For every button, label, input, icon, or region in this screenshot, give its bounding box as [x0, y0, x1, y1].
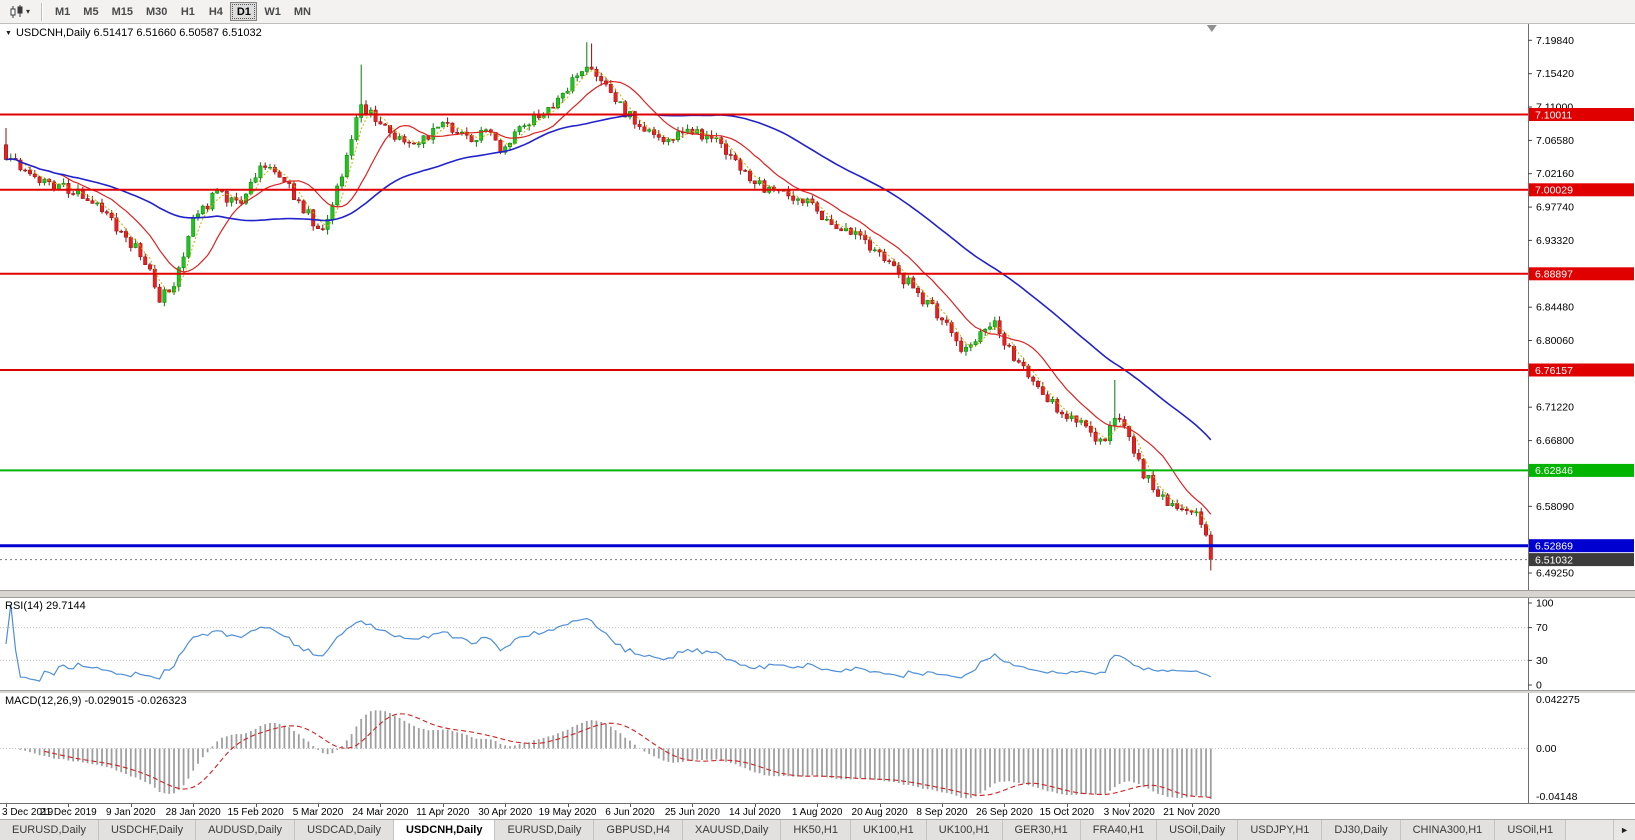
svg-text:6.97740: 6.97740 — [1536, 202, 1574, 214]
date-label: 11 Apr 2020 — [416, 807, 470, 818]
date-label: 15 Feb 2020 — [227, 807, 284, 818]
symbol-dropdown-icon[interactable]: ▼ — [5, 29, 12, 37]
svg-text:6.52869: 6.52869 — [1535, 541, 1573, 553]
date-label: 3 Dec 2019 — [2, 807, 54, 818]
chart-tab-hk50-h1[interactable]: HK50,H1 — [781, 820, 851, 840]
svg-text:6.58090: 6.58090 — [1536, 501, 1574, 513]
chart-tab-usdchf-daily[interactable]: USDCHF,Daily — [98, 820, 197, 840]
svg-text:6.80060: 6.80060 — [1536, 335, 1574, 347]
date-label: 24 Mar 2020 — [352, 807, 409, 818]
timeframe-button-w1[interactable]: W1 — [264, 5, 281, 18]
chart-tab-eurusd-daily[interactable]: EURUSD,Daily — [495, 820, 595, 840]
svg-text:7.10011: 7.10011 — [1535, 109, 1572, 121]
date-label: 6 Jun 2020 — [605, 807, 655, 818]
chart-tab-usdcad-daily[interactable]: USDCAD,Daily — [295, 820, 395, 840]
svg-text:7.02160: 7.02160 — [1536, 168, 1574, 180]
svg-text:30: 30 — [1536, 655, 1548, 667]
date-axis[interactable]: 3 Dec 2019 21 Dec 2019 9 Jan 2020 28 Jan 20… — [0, 803, 1635, 819]
svg-text:6.49250: 6.49250 — [1536, 568, 1574, 580]
chart-tab-bar: EURUSD,Daily USDCHF,Daily AUDUSD,Daily USDC… — [0, 819, 1635, 840]
tab-scroll-right-icon[interactable]: ► — [1613, 820, 1635, 840]
chart-tab-fra40-h1[interactable]: FRA40,H1 — [1080, 820, 1158, 840]
timeframe-button-m1[interactable]: M1 — [55, 5, 71, 18]
svg-text:6.66800: 6.66800 — [1536, 435, 1574, 447]
price-chart-panel[interactable]: 7.19840 7.15420 7.11000 7.06580 7.02160 6.977… — [0, 24, 1635, 590]
macd-panel[interactable]: 0.042275 0.00 -0.04148 MACD(12,26,9) -0.02… — [0, 693, 1635, 803]
svg-text:7.00029: 7.00029 — [1535, 185, 1573, 197]
candlestick-chart-icon — [10, 4, 23, 18]
date-label: 26 Sep 2020 — [976, 807, 1033, 818]
timeframe-button-h4[interactable]: H4 — [208, 5, 223, 18]
date-label: 1 Aug 2020 — [791, 807, 843, 818]
date-label: 25 Jun 2020 — [664, 807, 720, 818]
svg-text:6.71220: 6.71220 — [1536, 402, 1574, 414]
chart-tab-xauusd-daily[interactable]: XAUUSD,Daily — [682, 820, 782, 840]
timeframe-button-m5[interactable]: M5 — [83, 5, 99, 18]
rsi-canvas[interactable]: 100 70 30 0 — [0, 598, 1635, 690]
chart-tab-dj30-daily[interactable]: DJ30,Daily — [1322, 820, 1401, 840]
svg-text:6.88897: 6.88897 — [1535, 269, 1573, 281]
timeframe-button-h1[interactable]: H1 — [180, 5, 195, 18]
chart-tab-eurusd-daily[interactable]: EURUSD,Daily — [0, 820, 99, 840]
svg-text:6.76157: 6.76157 — [1535, 365, 1573, 377]
svg-text:70: 70 — [1536, 622, 1548, 634]
toolbar-separator — [41, 2, 44, 21]
date-label: 9 Jan 2020 — [106, 807, 156, 818]
svg-text:7.15420: 7.15420 — [1536, 68, 1574, 80]
panel-splitter-thin[interactable] — [0, 690, 1635, 693]
svg-text:0.00: 0.00 — [1536, 743, 1557, 755]
chart-tab-gbpusd-h4[interactable]: GBPUSD,H4 — [594, 820, 683, 840]
date-label: 19 May 2020 — [538, 807, 597, 818]
timeframe-button-m15[interactable]: M15 — [111, 5, 133, 18]
svg-text:0: 0 — [1536, 680, 1542, 691]
chart-tab-ger30-h1[interactable]: GER30,H1 — [1002, 820, 1081, 840]
svg-text:6.84480: 6.84480 — [1536, 302, 1574, 314]
timeframe-button-d1[interactable]: D1 — [230, 2, 258, 21]
chart-tab-uk100-h1[interactable]: UK100,H1 — [926, 820, 1003, 840]
panel-splitter[interactable] — [0, 590, 1635, 598]
date-label: 20 Aug 2020 — [851, 807, 908, 818]
svg-text:100: 100 — [1536, 598, 1554, 610]
chart-tab-usdcnh-daily[interactable]: USDCNH,Daily — [394, 820, 496, 840]
chart-ohlc-header: ▼ USDCNH,Daily 6.51417 6.51660 6.50587 6… — [5, 27, 262, 39]
date-label: 15 Oct 2020 — [1039, 807, 1095, 818]
date-label: 30 Apr 2020 — [478, 807, 533, 818]
chevron-down-icon: ▾ — [26, 6, 31, 16]
svg-text:7.06580: 7.06580 — [1536, 135, 1574, 147]
timeframe-buttons: M1 M5 M15 M30 H1 H4 D1 W1 MN — [49, 2, 317, 21]
macd-canvas[interactable]: 0.042275 0.00 -0.04148 — [0, 693, 1635, 803]
price-chart-canvas[interactable]: 7.198407.154207.110007.065807.021606.977… — [0, 24, 1635, 590]
chart-tab-china300-h1[interactable]: CHINA300,H1 — [1400, 820, 1496, 840]
timeframe-button-m30[interactable]: M30 — [145, 5, 168, 18]
svg-text:6.62846: 6.62846 — [1535, 465, 1573, 477]
date-label: 5 Mar 2020 — [292, 807, 344, 818]
chart-shift-marker[interactable] — [1206, 25, 1217, 32]
svg-text:6.93320: 6.93320 — [1536, 235, 1574, 247]
chart-tab-usoil-daily[interactable]: USOil,Daily — [1157, 820, 1239, 840]
chart-type-tool[interactable]: ▾ — [4, 3, 35, 21]
timeframe-toolbar: ▾ M1 M5 M15 M30 H1 H4 D1 W1 MN — [0, 0, 1635, 24]
chart-tab-usdjpy-h1[interactable]: USDJPY,H1 — [1238, 820, 1323, 840]
date-label: 21 Dec 2019 — [40, 807, 97, 818]
chart-tab-audusd-daily[interactable]: AUDUSD,Daily — [196, 820, 296, 840]
date-label: 28 Jan 2020 — [165, 807, 221, 818]
svg-text:0.042275: 0.042275 — [1536, 694, 1580, 706]
date-label: 3 Nov 2020 — [1103, 807, 1155, 818]
svg-text:7.19840: 7.19840 — [1536, 35, 1574, 47]
rsi-panel[interactable]: 100 70 30 0 RSI(14) 29.7144 — [0, 598, 1635, 690]
date-label: 8 Sep 2020 — [916, 807, 968, 818]
rsi-label: RSI(14) 29.7144 — [5, 600, 86, 612]
macd-label: MACD(12,26,9) -0.029015 -0.026323 — [5, 695, 187, 707]
date-label: 21 Nov 2020 — [1163, 807, 1220, 818]
date-label: 14 Jul 2020 — [728, 807, 781, 818]
svg-text:-0.04148: -0.04148 — [1536, 791, 1578, 803]
chart-tab-uk100-h1[interactable]: UK100,H1 — [850, 820, 927, 840]
chart-tab-usoil-h1[interactable]: USOil,H1 — [1495, 820, 1567, 840]
svg-text:6.51032: 6.51032 — [1535, 554, 1573, 566]
ohlc-text: USDCNH,Daily 6.51417 6.51660 6.50587 6.5… — [15, 27, 262, 39]
timeframe-button-mn[interactable]: MN — [293, 5, 311, 18]
